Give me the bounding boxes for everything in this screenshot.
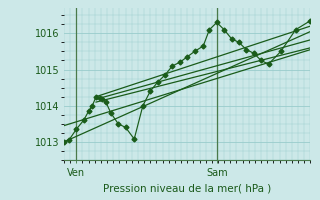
X-axis label: Pression niveau de la mer( hPa ): Pression niveau de la mer( hPa ): [103, 183, 271, 193]
